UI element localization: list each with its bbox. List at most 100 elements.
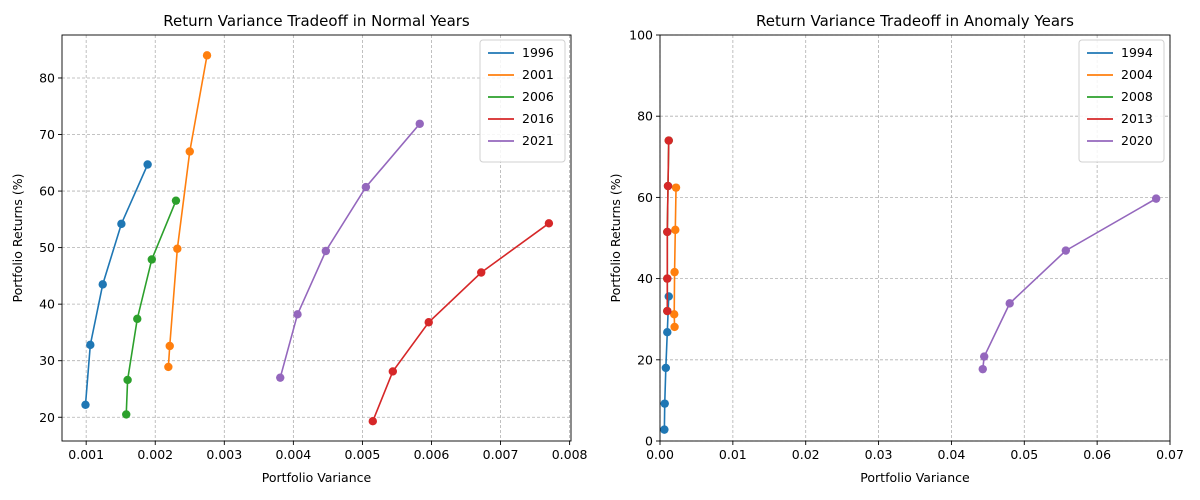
data-point-2013 [663,306,672,316]
data-point-2021 [276,373,285,382]
legend-label: 1996 [522,45,554,60]
legend-box [479,39,566,163]
legend-label: 1994 [1121,45,1153,60]
legend: 1994 2004 2008 2013 2020 [1078,39,1165,163]
y-tick-label: 50 [39,240,55,255]
x-tick-label: 0.02 [792,447,820,462]
data-point-2001 [165,341,174,351]
data-point-2013 [663,274,672,283]
x-tick-label: 0.07 [1156,447,1184,462]
x-axis-label: Portfolio Variance [262,470,372,485]
data-point-1994 [661,363,671,373]
data-point-2021 [293,310,302,319]
x-tick-label: 0.06 [1083,447,1111,462]
legend-box [1078,39,1165,163]
plot-frame [659,34,1171,442]
legend-label: 2001 [522,67,554,82]
series-line-2006 [125,200,177,415]
data-point-2016 [424,318,433,327]
legend-label: 2020 [1121,133,1153,148]
x-tick-label: 0.006 [414,447,450,462]
data-point-2006 [122,410,131,419]
legend-label: 2004 [1121,67,1153,82]
data-point-1994 [660,399,669,408]
data-point-1996 [98,280,107,289]
data-point-2013 [664,136,673,145]
x-tick-label: 0.002 [137,447,173,462]
data-point-2001 [173,244,182,253]
data-point-2006 [147,255,156,264]
data-point-2001 [202,51,212,60]
x-tick-label: 0.007 [483,447,519,462]
chart-panel-0: 0.001 0.002 0.003 0.004 0.005 0.006 0.007 0.008… [10,12,588,485]
plot-frame [61,34,572,442]
data-point-2006 [171,196,181,205]
y-tick-label: 20 [637,352,653,367]
x-tick-label: 0.008 [552,447,588,462]
data-point-1994 [660,425,669,434]
y-tick-label: 0 [645,434,653,449]
chart-title: Return Variance Tradeoff in Normal Years [163,12,470,30]
data-point-2001 [164,362,173,372]
data-point-2016 [368,417,377,426]
data-point-2001 [185,147,194,156]
series-line-2020 [981,197,1157,370]
y-axis-label: Portfolio Returns (%) [10,174,25,303]
data-point-2020 [1061,246,1071,255]
x-tick-label: 0.04 [938,447,966,462]
data-point-2006 [133,314,142,324]
data-point-2016 [477,268,486,277]
data-point-2020 [978,364,987,374]
x-tick-label: 0.004 [275,447,311,462]
data-point-2021 [321,246,331,256]
data-point-2016 [544,219,554,228]
y-tick-label: 80 [39,70,55,85]
legend-label: 2013 [1121,111,1153,126]
legend-label: 2016 [522,111,554,126]
series-line-1996 [84,164,149,405]
x-tick-label: 0.005 [345,447,381,462]
x-axis-label: Portfolio Variance [860,470,970,485]
x-tick-label: 0.01 [719,447,747,462]
x-tick-label: 0.05 [1010,447,1038,462]
y-tick-label: 60 [39,184,55,199]
y-tick-label: 30 [39,353,55,368]
legend-label: 2006 [522,89,554,104]
y-tick-label: 80 [637,109,653,124]
data-point-2020 [1005,299,1014,308]
legend-label: 2021 [522,133,554,148]
legend: 1996 2001 2006 2016 2021 [479,39,566,163]
series-line-2001 [167,55,208,367]
data-point-2004 [671,225,680,235]
data-point-2013 [663,181,673,191]
x-tick-label: 0.001 [68,447,104,462]
y-axis-label: Portfolio Returns (%) [608,174,623,303]
data-point-1996 [143,160,152,169]
series-line-2004 [673,187,677,327]
data-point-1996 [81,400,90,410]
data-point-2004 [671,183,681,192]
x-tick-label: 0.003 [206,447,242,462]
chart-panel-1: 0.00 0.01 0.02 0.03 0.04 0.05 0.06 0.07 0 20 40 60 8… [608,12,1184,485]
data-point-2020 [980,352,989,361]
data-point-2004 [670,267,679,277]
series-line-2016 [372,222,550,422]
x-tick-label: 0.03 [865,447,893,462]
data-point-1996 [86,340,95,350]
data-point-2013 [663,227,672,237]
y-tick-label: 40 [637,271,653,286]
y-tick-label: 20 [39,410,55,425]
data-point-2004 [670,310,679,319]
data-point-2006 [123,375,132,385]
y-tick-label: 40 [39,297,55,312]
data-point-2021 [361,182,371,192]
legend-label: 2008 [1121,89,1153,104]
series-line-2013 [666,140,670,312]
data-point-1996 [117,219,126,229]
data-point-2004 [670,322,679,332]
data-point-2021 [415,119,424,128]
y-tick-label: 100 [629,28,653,43]
chart-title: Return Variance Tradeoff in Anomaly Year… [756,12,1074,30]
data-point-1994 [664,292,673,301]
